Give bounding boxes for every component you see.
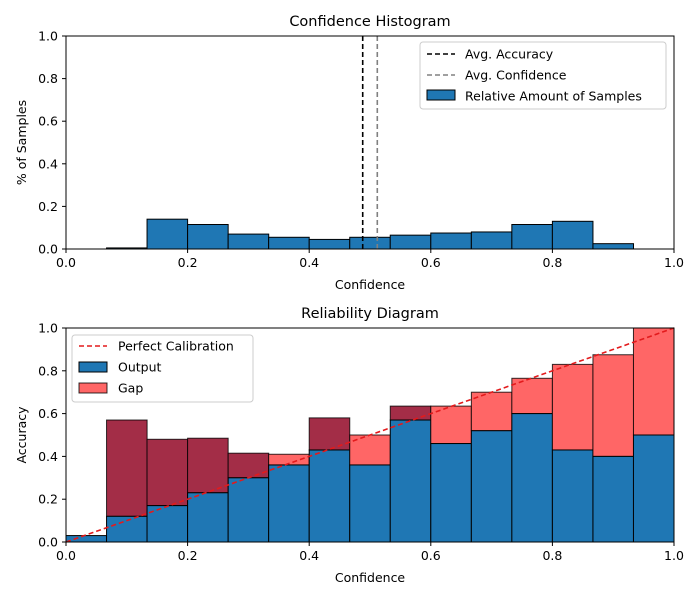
reliability-x-label: Confidence — [335, 570, 406, 585]
reliability-title: Reliability Diagram — [301, 306, 439, 322]
histogram-bar — [470, 231, 513, 250]
histogram-y-tick-label: 0.0 — [38, 242, 58, 257]
legend-samples-label: Relative Amount of Samples — [465, 89, 642, 104]
gap-bar — [551, 363, 594, 451]
histogram-y-tick-label: 1.0 — [38, 29, 58, 44]
output-bar — [511, 413, 553, 543]
output-bar — [308, 449, 351, 543]
histogram-bar — [227, 233, 270, 250]
legend-confidence-label: Avg. Confidence — [465, 68, 567, 83]
histogram-bar — [146, 218, 189, 250]
histogram-y-tick-label: 0.4 — [38, 156, 58, 171]
gap-bar — [187, 437, 229, 494]
output-bar — [268, 464, 310, 543]
output-bar — [65, 535, 108, 543]
histogram-bar — [389, 234, 432, 250]
histogram-x-label: Confidence — [335, 277, 406, 292]
histogram-bar — [592, 243, 635, 250]
histogram-y-tick-label: 0.6 — [38, 114, 58, 129]
gap-bar — [470, 391, 513, 432]
output-bar — [349, 464, 391, 543]
histogram-bar — [187, 224, 229, 250]
histogram-ticks: 0.0 0.2 0.4 0.6 0.8 1.0 0.0 0.2 0.4 0.6 0.8 1.0 — [38, 29, 684, 271]
gap-bar — [632, 327, 675, 436]
gap-bar — [511, 377, 553, 415]
output-bar — [389, 419, 432, 543]
histogram-average-lines — [361, 36, 379, 249]
histogram-x-tick-label: 1.0 — [664, 255, 684, 270]
reliability-y-tick-label: 0.4 — [38, 449, 58, 464]
legend-accuracy-label: Avg. Accuracy — [465, 47, 554, 62]
reliability-legend: Perfect Calibration Output Gap — [71, 334, 254, 403]
perfect-calibration-line — [65, 327, 675, 543]
histogram-y-tick-label: 0.8 — [38, 71, 58, 86]
output-bar — [632, 434, 675, 543]
gap-bar — [308, 417, 351, 451]
reliability-y-tick-label: 0.8 — [38, 363, 58, 378]
histogram-bar — [430, 232, 472, 250]
reliability-x-tick-label: 0.0 — [56, 548, 76, 563]
histogram-x-tick-label: 0.4 — [299, 255, 319, 270]
reliability-plot-frame — [65, 327, 675, 543]
histogram-x-tick-label: 0.8 — [542, 255, 562, 270]
legend-gap-swatch — [78, 382, 108, 394]
histogram-x-tick-label: 0.2 — [178, 255, 198, 270]
histogram-bar — [268, 236, 310, 250]
gap-bar — [227, 452, 270, 479]
histogram-legend: Avg. Accuracy Avg. Confidence Relative A… — [419, 41, 667, 110]
gap-bar — [592, 354, 635, 457]
histogram-bar — [511, 224, 553, 250]
histogram-legend-frame — [419, 41, 667, 110]
histogram-x-tick-label: 0.0 — [56, 255, 76, 270]
legend-samples-swatch — [426, 89, 456, 101]
reliability-y-tick-label: 0.2 — [38, 492, 58, 507]
output-bar — [592, 455, 635, 543]
reliability-x-tick-label: 0.8 — [542, 548, 562, 563]
output-bar — [227, 477, 270, 543]
histogram-bar — [551, 220, 594, 250]
reliability-y-label: Accuracy — [14, 406, 29, 464]
histogram-bar — [349, 236, 391, 250]
output-bar — [551, 449, 594, 543]
reliability-y-tick-label: 0.0 — [38, 535, 58, 550]
legend-gap-label: Gap — [118, 381, 143, 396]
reliability-x-tick-label: 0.4 — [299, 548, 319, 563]
histogram-plot-frame — [65, 35, 675, 250]
legend-output-label: Output — [118, 360, 162, 375]
histogram-y-label: % of Samples — [14, 100, 29, 185]
reliability-x-tick-label: 0.2 — [178, 548, 198, 563]
gap-bar — [389, 405, 432, 421]
gap-bar — [106, 419, 148, 517]
reliability-ticks: 0.0 0.2 0.4 0.6 0.8 1.0 0.0 0.2 0.4 0.6 0.8 1.0 — [38, 321, 684, 564]
reliability-legend-frame — [71, 334, 254, 403]
legend-output-swatch — [78, 361, 108, 373]
histogram-y-tick-label: 0.2 — [38, 199, 58, 214]
histogram-x-tick-label: 0.6 — [421, 255, 441, 270]
gap-bar — [146, 438, 189, 507]
output-bar — [430, 443, 472, 543]
output-bar — [470, 430, 513, 543]
reliability-y-tick-label: 1.0 — [38, 321, 58, 336]
reliability-bars — [65, 327, 675, 543]
histogram-bars — [106, 218, 635, 250]
legend-perfect-label: Perfect Calibration — [118, 339, 234, 354]
histogram-title: Confidence Histogram — [289, 14, 450, 30]
reliability-x-tick-label: 1.0 — [664, 548, 684, 563]
output-bar — [187, 492, 229, 543]
reliability-x-tick-label: 0.6 — [421, 548, 441, 563]
reliability-y-tick-label: 0.6 — [38, 406, 58, 421]
histogram-bar — [308, 238, 351, 250]
